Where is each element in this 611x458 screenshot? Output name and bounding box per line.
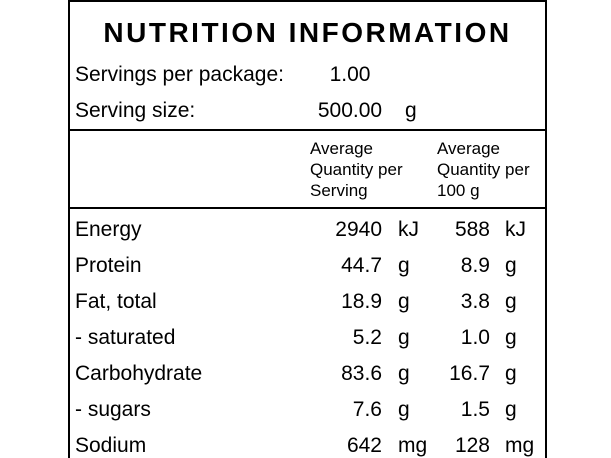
per-serving-value: 5.2 (352, 326, 382, 349)
per-100g-value: 128 (454, 434, 490, 457)
per-100g-unit: g (505, 254, 517, 277)
per-serving-value: 7.6 (352, 398, 382, 421)
serving-size-label: Serving size: (75, 99, 196, 122)
serving-size-value: 500.00 (317, 99, 383, 122)
per-100g-unit: g (505, 362, 517, 385)
nutrition-label-title: NUTRITION INFORMATION (103, 17, 512, 48)
per-100g-unit: g (505, 290, 517, 313)
per-100g-value: 588 (454, 218, 490, 241)
serving-size-unit: g (405, 99, 417, 122)
per-serving-unit: g (398, 290, 410, 313)
servings-per-package-value: 1.00 (329, 63, 371, 86)
divider-top (70, 129, 545, 131)
nutrient-row-energy: Energy 2940 kJ 588 kJ (70, 212, 545, 248)
per-serving-unit: kJ (398, 218, 419, 241)
per-serving-value: 83.6 (341, 362, 382, 385)
divider-header (70, 207, 545, 209)
per-serving-value: 642 (346, 434, 382, 457)
per-serving-value: 44.7 (341, 254, 382, 277)
per-100g-value: 3.8 (460, 290, 490, 313)
per-100g-unit: g (505, 398, 517, 421)
per-100g-value: 16.7 (449, 362, 490, 385)
per-serving-value: 18.9 (341, 290, 382, 313)
per-serving-unit: g (398, 254, 410, 277)
nutrient-row-carbohydrate: Carbohydrate 83.6 g 16.7 g (70, 356, 545, 392)
per-100g-value: 8.9 (460, 254, 490, 277)
column-header-row: Average Quantity per Serving Average Qua… (70, 131, 545, 207)
nutrient-row-protein: Protein 44.7 g 8.9 g (70, 248, 545, 284)
per-100g-value: 1.0 (460, 326, 490, 349)
per-serving-value: 2940 (335, 218, 382, 241)
per-100g-unit: g (505, 326, 517, 349)
nutrition-label: NUTRITION INFORMATION Servings per packa… (68, 0, 547, 458)
per-100g-unit: kJ (505, 218, 526, 241)
per-serving-unit: g (398, 398, 410, 421)
nutrient-row-sodium: Sodium 642 mg 128 mg (70, 428, 545, 458)
nutrient-row-saturated: - saturated 5.2 g 1.0 g (70, 320, 545, 356)
nutrient-name: Energy (75, 218, 142, 241)
per-100g-value: 1.5 (460, 398, 490, 421)
nutrient-name: Sodium (75, 434, 147, 457)
servings-per-package-row: Servings per package: 1.00 (70, 57, 545, 93)
nutrient-row-fat-total: Fat, total 18.9 g 3.8 g (70, 284, 545, 320)
servings-per-package-label: Servings per package: (75, 63, 284, 86)
per-serving-unit: g (398, 362, 410, 385)
nutrient-name: Carbohydrate (75, 362, 203, 385)
serving-size-row: Serving size: 500.00 g (70, 93, 545, 129)
column-header-empty (70, 138, 310, 207)
nutrient-name: - sugars (75, 398, 151, 421)
per-serving-unit: mg (398, 434, 428, 457)
per-100g-unit: mg (505, 434, 535, 457)
column-header-per-100g: Average Quantity per 100 g (437, 139, 530, 200)
per-serving-unit: g (398, 326, 410, 349)
nutrient-name: Protein (75, 254, 142, 277)
nutrient-name: - saturated (75, 326, 176, 349)
nutrient-row-sugars: - sugars 7.6 g 1.5 g (70, 392, 545, 428)
nutrient-name: Fat, total (75, 290, 157, 313)
column-header-per-serving: Average Quantity per Serving (310, 139, 403, 200)
